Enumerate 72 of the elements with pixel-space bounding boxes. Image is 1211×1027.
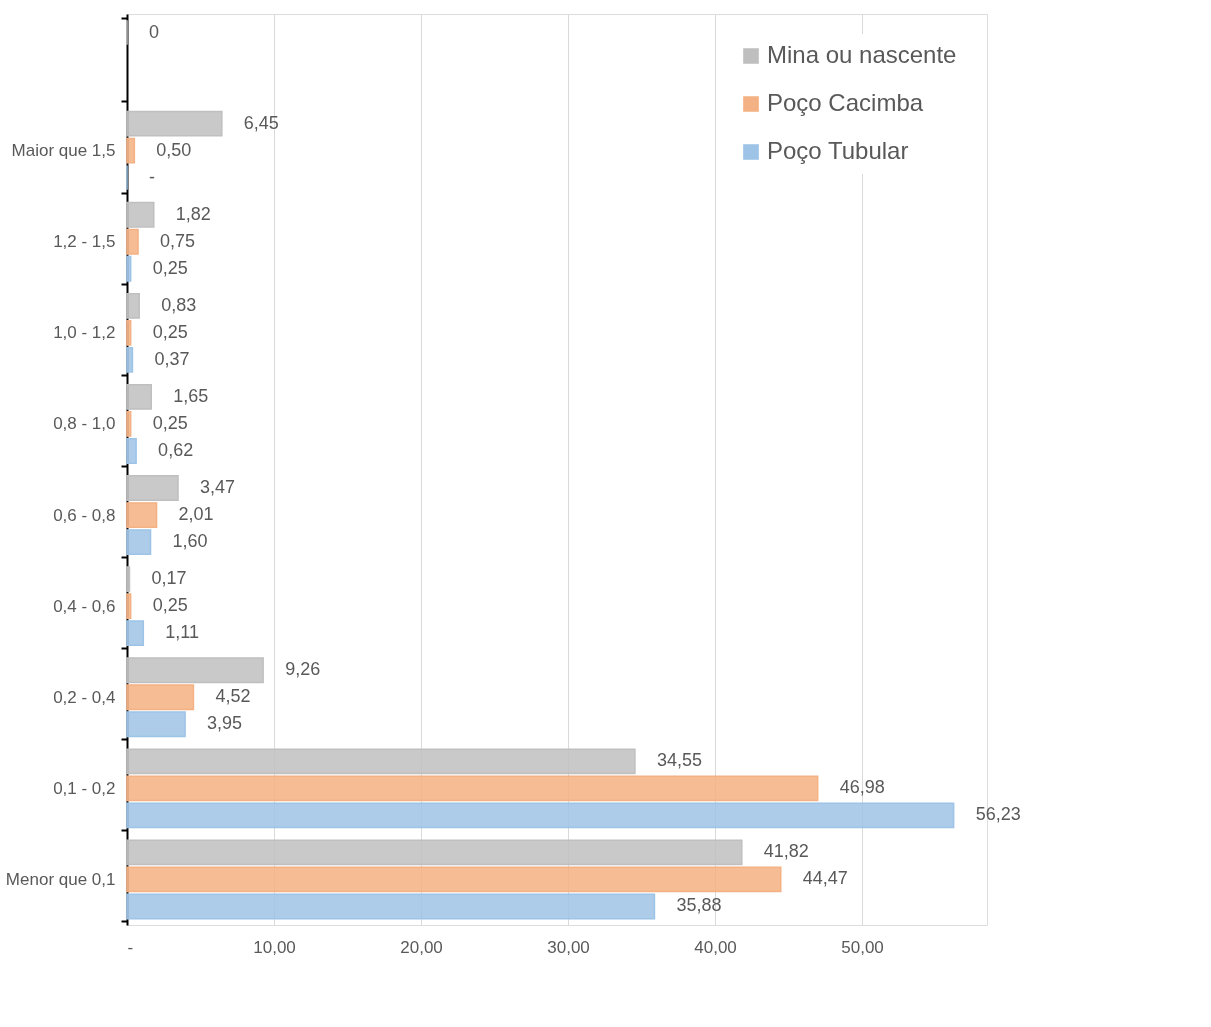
y-tick-label: 1,0 - 1,2 [53,323,116,343]
bar [126,802,955,829]
data-label: 0,37 [154,348,190,369]
bar [126,292,140,319]
bar [126,255,132,282]
data-label: 0,25 [152,595,188,616]
bar [126,775,819,802]
y-tick-label: 0,2 - 0,4 [53,687,116,707]
bar [126,593,132,620]
data-label: 56,23 [975,804,1021,825]
data-label: 1,65 [173,385,209,406]
data-label: 4,52 [215,686,251,707]
bar [126,893,656,920]
data-label: 0,62 [158,439,194,460]
bar [126,866,782,893]
x-tick-label: 20,00 [400,937,443,957]
y-tick-label: Maior que 1,5 [11,141,116,161]
bar [126,529,152,555]
x-tick-label: 30,00 [547,937,590,957]
y-tick-label: 0,8 - 1,0 [53,414,116,434]
data-label: 3,95 [207,713,243,734]
bar [126,839,743,866]
bar [126,566,131,593]
x-tick-label: 10,00 [253,937,296,957]
data-label: 0,25 [152,412,188,433]
data-label: 1,82 [175,203,211,224]
data-label: 0,83 [161,294,197,315]
data-label: - [149,166,155,187]
y-tick-label: Menor que 0,1 [5,869,116,889]
bar [126,684,195,711]
x-tick-label: 40,00 [694,937,737,957]
y-tick-label: 0,1 - 0,2 [53,778,116,798]
data-label: 0 [149,21,160,42]
data-label: 46,98 [839,777,885,798]
bar [126,711,186,738]
data-label: 0,17 [151,568,187,589]
data-label: 34,55 [656,750,702,771]
data-label: 0,75 [160,230,196,251]
data-label: 0,25 [152,257,188,278]
data-label: 0,50 [156,139,192,160]
bar [126,502,158,528]
data-label: 3,47 [200,477,236,498]
data-label: 1,60 [172,531,208,552]
data-label: 41,82 [763,841,809,862]
y-tick-label: 0,4 - 0,6 [53,596,116,616]
data-label: 9,26 [285,659,321,680]
legend-label: Poço Tubular [767,137,909,164]
legend-label: Poço Cacimba [767,89,924,116]
bar [126,384,153,410]
bar [126,411,132,437]
bar [126,201,155,228]
y-tick-label: 0,6 - 0,8 [53,505,116,525]
x-tick-label: - [127,937,134,957]
data-label: 2,01 [178,504,214,525]
y-tick-label: 1,2 - 1,5 [53,232,116,252]
bar [126,137,136,164]
data-label: 35,88 [676,895,722,916]
bar [126,475,179,501]
bar [126,110,223,137]
bar [126,657,264,684]
bar [126,438,137,464]
bar [126,620,145,647]
bar [126,748,636,775]
legend-label: Mina ou nascente [767,41,957,68]
bar [126,228,139,255]
data-label: 44,47 [802,868,848,889]
data-label: 1,11 [165,622,200,643]
bar [126,319,132,346]
data-label: 6,45 [243,112,279,133]
data-label: 0,25 [152,321,188,342]
x-tick-label: 50,00 [841,937,884,957]
bar [126,346,134,373]
